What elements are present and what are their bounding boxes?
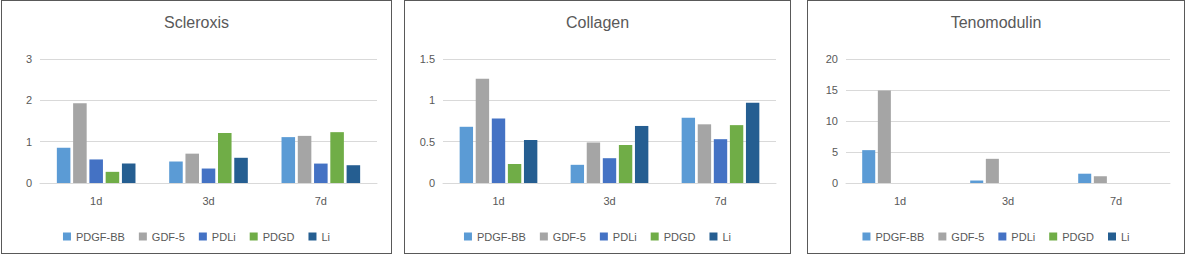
svg-text:1: 1 (26, 136, 32, 148)
svg-text:0.5: 0.5 (420, 136, 435, 148)
svg-text:1.5: 1.5 (420, 53, 435, 65)
svg-text:3d: 3d (202, 195, 214, 207)
svg-text:10: 10 (826, 115, 838, 127)
svg-text:Li: Li (722, 231, 731, 243)
svg-text:PDGF-BB: PDGF-BB (477, 231, 526, 243)
svg-text:7d: 7d (714, 195, 726, 207)
svg-text:7d: 7d (1110, 195, 1122, 207)
svg-text:1d: 1d (90, 195, 102, 207)
svg-text:PDGF-BB: PDGF-BB (875, 231, 924, 243)
svg-text:3d: 3d (603, 195, 615, 207)
svg-text:5: 5 (832, 146, 838, 158)
svg-text:1d: 1d (492, 195, 504, 207)
svg-text:PDLi: PDLi (212, 231, 236, 243)
svg-text:7d: 7d (315, 195, 327, 207)
svg-text:Scleroxis: Scleroxis (164, 14, 229, 31)
svg-text:3d: 3d (1002, 195, 1014, 207)
svg-text:0: 0 (429, 177, 435, 189)
svg-text:Collagen: Collagen (566, 14, 629, 31)
svg-text:0: 0 (832, 177, 838, 189)
svg-text:GDF-5: GDF-5 (152, 231, 185, 243)
svg-text:Tenomodulin: Tenomodulin (951, 14, 1042, 31)
svg-text:Li: Li (1121, 231, 1130, 243)
svg-text:GDF-5: GDF-5 (951, 231, 984, 243)
svg-text:PDGD: PDGD (263, 231, 295, 243)
svg-text:PDGF-BB: PDGF-BB (76, 231, 125, 243)
svg-text:3: 3 (26, 53, 32, 65)
svg-text:2: 2 (26, 94, 32, 106)
svg-text:1d: 1d (894, 195, 906, 207)
svg-text:15: 15 (826, 84, 838, 96)
svg-text:PDLi: PDLi (1011, 231, 1035, 243)
svg-text:1: 1 (429, 94, 435, 106)
svg-text:PDLi: PDLi (613, 231, 637, 243)
svg-text:Li: Li (321, 231, 330, 243)
svg-text:PDGD: PDGD (1062, 231, 1094, 243)
svg-text:0: 0 (26, 177, 32, 189)
svg-text:20: 20 (826, 53, 838, 65)
svg-text:GDF-5: GDF-5 (553, 231, 586, 243)
svg-text:PDGD: PDGD (664, 231, 696, 243)
